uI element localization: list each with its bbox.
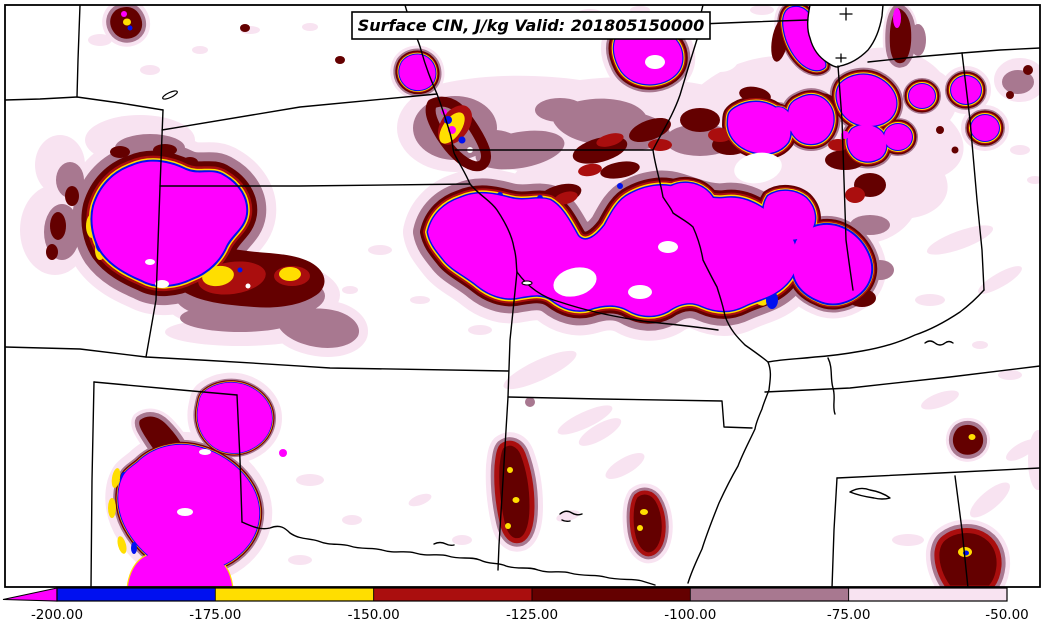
- colorbar-tick-6: -50.00: [985, 607, 1029, 623]
- cin-core-wisconsin-4: [909, 84, 935, 108]
- mississippi-river: [652, 5, 772, 584]
- colorbar-segment-pink: [848, 587, 1008, 602]
- border-37n-co-nm-ks-ok: [5, 346, 509, 372]
- lake-depth-mark-1: [839, 7, 853, 21]
- nebraska-lake: [521, 280, 533, 286]
- lake-michigan-outline: [807, 5, 884, 68]
- border-indiana-michigan: [867, 52, 963, 63]
- ohio-river: [767, 289, 985, 363]
- tennessee-river-kentucky: [827, 357, 836, 415]
- title-box-background: [351, 11, 711, 40]
- rivers: [162, 5, 985, 586]
- border-wisconsin-illinois: [699, 19, 809, 25]
- border-nebraska-south: [159, 183, 471, 187]
- colorbar-segment-blue: [56, 587, 216, 602]
- contour-white-holes: [145, 48, 782, 516]
- border-michigan-ohio: [961, 47, 1040, 54]
- title-box: Surface CIN, J/kg Valid: 201805150000: [351, 11, 711, 40]
- lake-michigan: [807, 5, 884, 68]
- colorbar-tick-4: -100.00: [664, 607, 716, 623]
- cin-core-illinois-north: [788, 95, 834, 144]
- wyoming-lake: [162, 90, 178, 100]
- border-texas-oklahoma-east: [236, 394, 243, 523]
- missouri-river-across-missouri: [516, 271, 719, 331]
- oklahoma-river-squiggle: [433, 541, 455, 547]
- colorbar-segment-rosy: [689, 587, 850, 602]
- colorbar-tick-2: -150.00: [348, 607, 400, 623]
- colorbar-tick-3: -125.00: [506, 607, 558, 623]
- kentucky-lake-squiggle: [924, 340, 954, 346]
- border-wyoming-north: [76, 96, 164, 111]
- page-title: Surface CIN, J/kg Valid: 201805150000: [358, 16, 705, 35]
- colorbar-tick-labels: -200.00 -175.00 -150.00 -125.00 -100.00 …: [31, 607, 1029, 623]
- border-mississippi-alabama: [831, 477, 838, 587]
- cin-core-wisconsin-3: [884, 124, 912, 150]
- arkansas-river-squiggle: [559, 510, 583, 523]
- border-alabama-east: [954, 475, 969, 587]
- state-boundaries: [5, 5, 1040, 587]
- border-missouri-arkansas: [507, 396, 753, 429]
- colorbar-outline: [56, 587, 1008, 602]
- colorbar-tick-0: -200.00: [31, 607, 83, 623]
- colorbar-tick-5: -75.00: [827, 607, 871, 623]
- border-illinois-indiana: [837, 65, 854, 291]
- cin-core-michigan-2: [971, 115, 999, 141]
- colorbar-segment-yellow: [214, 587, 375, 602]
- red-river: [241, 521, 656, 586]
- missouri-river-upper: [404, 5, 471, 185]
- border-kansas-missouri-oklahoma-arkansas: [497, 271, 518, 571]
- tennessee-river-alabama: [849, 487, 891, 500]
- border-kentucky-tennessee: [764, 365, 1040, 393]
- colorbar: -200.00 -175.00 -150.00 -125.00 -100.00 …: [2, 587, 1029, 623]
- border-indiana-ohio: [961, 52, 985, 291]
- colorbar-segment-firebrick: [373, 587, 533, 602]
- colorbar-under-arrow: [2, 587, 58, 602]
- cin-core-band-2: [614, 196, 669, 244]
- map-frame: [4, 4, 1041, 588]
- border-montana-horizontal: [5, 96, 78, 101]
- border-new-mexico-east: [90, 381, 95, 587]
- border-montana-vertical: [76, 5, 81, 98]
- colorbar-segment-maroon: [531, 587, 691, 602]
- border-texas-panhandle-north: [93, 381, 238, 396]
- border-nebraska-north: [161, 93, 438, 131]
- lake-depth-mark-2: [835, 53, 847, 63]
- colorbar-tick-1: -175.00: [189, 607, 241, 623]
- border-tennessee-south: [836, 467, 1040, 479]
- missouri-river-kansas: [469, 183, 518, 273]
- border-wyoming-colorado-east: [145, 109, 164, 358]
